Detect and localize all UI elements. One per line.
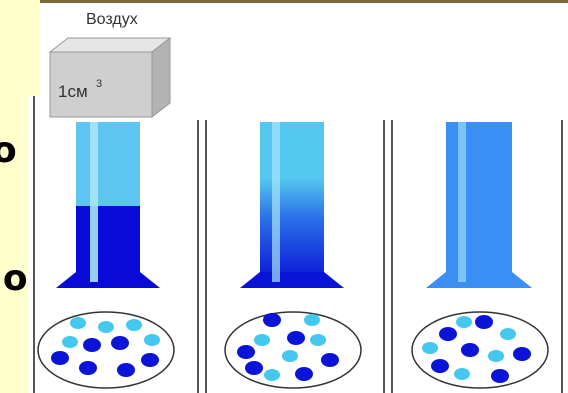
cube-label-superscript: 3 [96, 78, 102, 90]
diffusion-diagram: о но Воздух 1см 3 [0, 0, 568, 393]
side-text: но [0, 258, 28, 299]
top-border [40, 0, 568, 3]
air-label: Воздух [86, 11, 138, 28]
page: о но Воздух 1см 3 [0, 0, 568, 393]
side-text: о [0, 130, 17, 171]
cube: 1см 3 [50, 38, 170, 117]
cube-label: 1см [58, 82, 88, 101]
